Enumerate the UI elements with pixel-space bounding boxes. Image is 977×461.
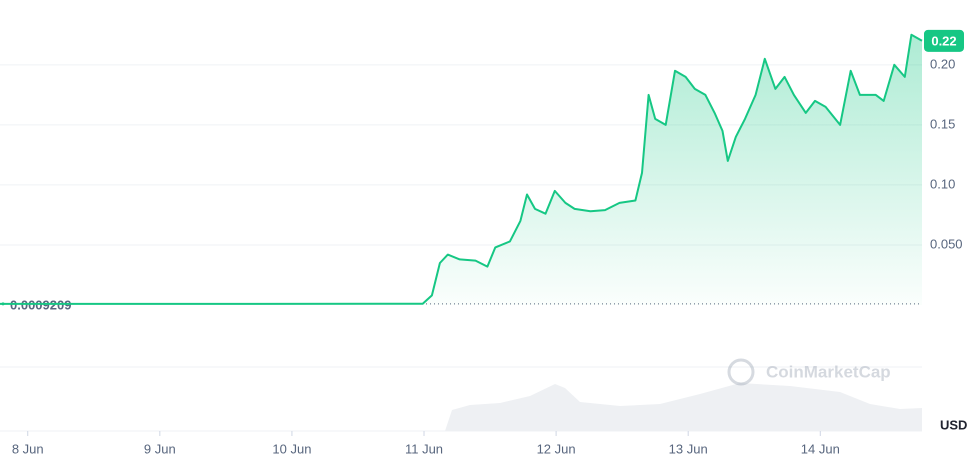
watermark: CoinMarketCap (727, 358, 891, 386)
volume-area (445, 383, 922, 431)
last-price-badge (924, 29, 964, 52)
x-tick-label: 13 Jun (669, 441, 708, 456)
last-price-label: 0.22 (931, 33, 956, 48)
x-tick-label: 10 Jun (272, 441, 311, 456)
x-tick-label: 11 Jun (405, 441, 443, 456)
currency-label: USD (940, 417, 967, 432)
x-tick-label: 9 Jun (144, 441, 176, 456)
x-tick-label: 14 Jun (801, 441, 840, 456)
y-tick-label: 0.10 (930, 176, 955, 191)
watermark-text: CoinMarketCap (766, 362, 891, 381)
x-tick-label: 12 Jun (537, 441, 576, 456)
price-area (0, 34, 922, 306)
watermark-logo (727, 358, 755, 386)
price-line (0, 33, 923, 305)
y-tick-label: 0.20 (930, 56, 955, 71)
y-tick-label: 0.050 (930, 236, 963, 251)
y-tick-label: 0.15 (930, 116, 955, 131)
x-tick-label: 8 Jun (12, 441, 44, 456)
